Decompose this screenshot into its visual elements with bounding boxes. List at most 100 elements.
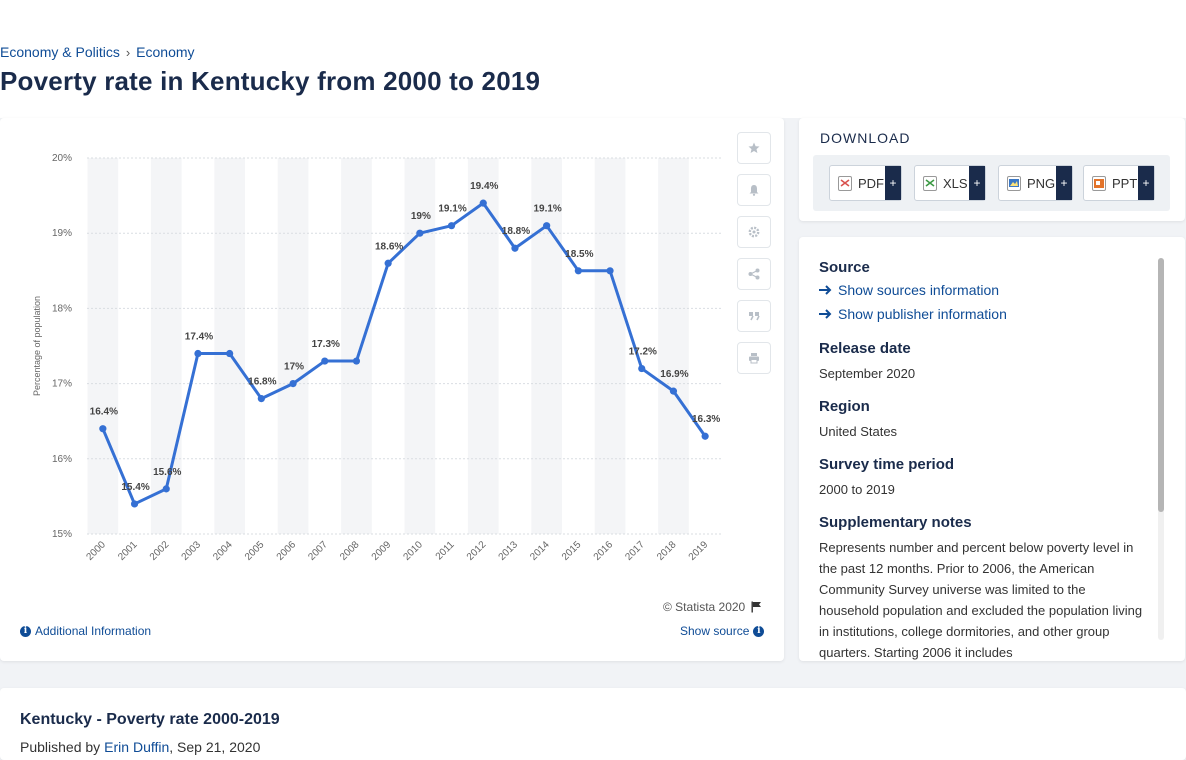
cite-button[interactable]	[737, 300, 771, 332]
data-label: 15.4%	[121, 482, 149, 493]
data-label: 17.4%	[185, 332, 213, 343]
pdf-file-icon	[838, 175, 852, 191]
x-tick-label: 2000	[84, 539, 108, 563]
additional-information-link[interactable]: i Additional Information	[20, 624, 151, 638]
data-point[interactable]	[701, 432, 709, 440]
data-point[interactable]	[162, 485, 170, 493]
data-point[interactable]	[479, 199, 487, 207]
data-label: 18.6%	[375, 241, 403, 252]
notification-button[interactable]	[737, 174, 771, 206]
header-area	[0, 36, 1186, 118]
column-band	[658, 158, 689, 534]
data-point[interactable]	[384, 259, 392, 267]
data-point[interactable]	[638, 364, 646, 373]
x-tick-label: 2019	[687, 539, 711, 563]
breadcrumb-item-economy[interactable]: Economy	[136, 44, 195, 60]
published-date: , Sep 21, 2020	[169, 739, 261, 755]
additional-information-label: Additional Information	[35, 624, 152, 638]
breadcrumb: Economy & Politics › Economy	[0, 44, 195, 60]
data-point[interactable]	[130, 500, 139, 508]
data-label: 16.4%	[90, 407, 118, 418]
flag-icon[interactable]	[751, 601, 762, 613]
data-point[interactable]	[669, 387, 678, 395]
show-sources-link[interactable]: Show sources information	[819, 278, 1149, 302]
x-tick-label: 2016	[592, 539, 616, 563]
download-pdf-button[interactable]: PDF +	[829, 165, 902, 201]
supplementary-notes-value: Represents number and percent below pove…	[819, 540, 1143, 660]
data-label: 18.8%	[502, 226, 530, 237]
copyright-text: © Statista 2020	[663, 600, 746, 614]
x-tick-label: 2004	[211, 539, 235, 563]
release-date-label: Release date	[819, 340, 911, 357]
show-publisher-label: Show publisher information	[838, 306, 1007, 322]
data-point[interactable]	[257, 395, 265, 403]
data-label: 18.5%	[565, 249, 593, 260]
show-publisher-link[interactable]: Show publisher information	[819, 302, 1149, 326]
data-point[interactable]	[416, 229, 424, 237]
data-point[interactable]	[194, 349, 202, 358]
print-icon	[749, 353, 759, 364]
survey-period-value: 2000 to 2019	[819, 482, 895, 497]
settings-button[interactable]	[737, 216, 771, 248]
y-tick-label: 15%	[52, 529, 72, 540]
data-label: 16.9%	[660, 369, 688, 380]
data-label: 19%	[411, 211, 431, 222]
x-tick-label: 2018	[655, 539, 679, 563]
publication-title: Kentucky - Poverty rate 2000-2019	[20, 711, 280, 728]
favorite-button[interactable]	[737, 132, 771, 164]
info-scrollbar-thumb[interactable]	[1158, 258, 1164, 512]
x-tick-label: 2008	[338, 539, 362, 563]
y-tick-label: 16%	[52, 454, 72, 465]
x-tick-label: 2017	[623, 539, 647, 563]
info-icon: i	[20, 625, 31, 637]
bell-icon	[749, 185, 759, 196]
column-band	[404, 158, 436, 534]
data-label: 16.3%	[692, 414, 720, 425]
download-pdf-label: PDF	[858, 175, 884, 191]
print-button[interactable]	[737, 342, 771, 374]
download-xls-button[interactable]: XLS +	[914, 165, 986, 201]
download-png-label: PNG	[1027, 175, 1056, 191]
breadcrumb-item-economy-politics[interactable]: Economy & Politics	[0, 44, 120, 60]
region-value: United States	[819, 424, 898, 439]
share-button[interactable]	[737, 258, 771, 290]
xls-file-icon	[923, 175, 937, 191]
x-tick-label: 2015	[560, 539, 584, 563]
column-band	[277, 158, 309, 534]
arrow-right-icon	[819, 285, 832, 295]
gear-icon	[748, 226, 760, 238]
data-point[interactable]	[574, 267, 582, 275]
data-point[interactable]	[606, 267, 614, 275]
data-label: 19.4%	[470, 181, 498, 192]
arrow-right-icon	[819, 309, 832, 319]
data-point[interactable]	[321, 357, 329, 365]
data-point[interactable]	[99, 425, 107, 433]
data-point[interactable]	[289, 380, 297, 388]
top-bar	[0, 0, 1186, 36]
data-point[interactable]	[352, 357, 361, 365]
column-band	[87, 158, 119, 534]
download-png-button[interactable]: PNG +	[998, 165, 1073, 201]
y-tick-label: 19%	[52, 228, 72, 239]
show-source-link[interactable]: Show source i	[680, 624, 765, 638]
data-label: 17.2%	[629, 347, 657, 358]
x-tick-label: 2002	[148, 539, 172, 563]
publication-card	[0, 688, 1186, 760]
x-tick-label: 2014	[528, 539, 552, 563]
plus-icon: +	[1056, 166, 1072, 200]
quote-icon	[749, 312, 760, 321]
data-point[interactable]	[543, 222, 551, 230]
share-icon	[748, 268, 760, 280]
copyright-notice: © Statista 2020	[663, 600, 762, 614]
data-point[interactable]	[447, 222, 456, 230]
download-ppt-label: PPT	[1112, 175, 1138, 191]
png-file-icon	[1007, 175, 1021, 191]
author-link[interactable]: Erin Duffin	[104, 739, 170, 755]
data-label: 19.1%	[438, 204, 466, 215]
x-tick-label: 2012	[465, 539, 489, 563]
column-band	[531, 158, 562, 534]
download-title: DOWNLOAD	[820, 130, 911, 146]
data-point[interactable]	[226, 349, 234, 358]
download-ppt-button[interactable]: PPT +	[1083, 165, 1155, 201]
data-point[interactable]	[511, 244, 519, 252]
